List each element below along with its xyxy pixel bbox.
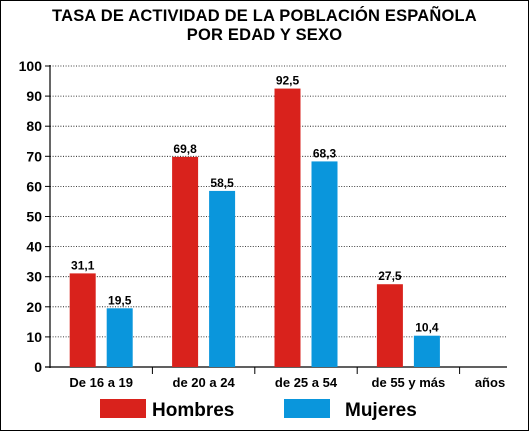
legend-label-hombres: Hombres — [152, 400, 234, 421]
data-label: 10,4 — [415, 321, 439, 335]
x-category-label: De 16 a 19 — [69, 375, 133, 390]
legend-swatch-hombres — [100, 399, 146, 418]
bar-mujeres — [106, 308, 133, 367]
x-category-label: de 25 a 54 — [275, 375, 338, 390]
data-label: 19,5 — [108, 293, 132, 307]
data-label: 92,5 — [276, 74, 300, 88]
y-tick-label: 40 — [26, 239, 42, 255]
legend-swatch-mujeres — [284, 399, 330, 418]
y-tick-label: 30 — [26, 269, 42, 285]
y-tick-label: 70 — [26, 148, 42, 164]
bar-mujeres — [209, 190, 236, 367]
y-tick-label: 100 — [19, 58, 43, 74]
x-unit-label: años — [475, 375, 505, 390]
x-category-label: de 55 y más — [372, 375, 446, 390]
bar-mujeres — [311, 161, 338, 367]
y-tick-label: 80 — [26, 118, 42, 134]
chart-title-line-1: TASA DE ACTIVIDAD DE LA POBLACIÓN ESPAÑO… — [52, 7, 477, 25]
bar-mujeres — [413, 335, 440, 367]
x-category-label: de 20 a 24 — [173, 375, 236, 390]
bar-hombres — [69, 273, 96, 367]
bar-hombres — [274, 88, 301, 367]
y-tick-label: 90 — [26, 88, 42, 104]
y-tick-label: 20 — [26, 299, 42, 315]
data-label: 58,5 — [210, 176, 234, 190]
legend-label-mujeres: Mujeres — [345, 400, 417, 421]
data-label: 27,5 — [378, 269, 402, 283]
y-tick-label: 0 — [34, 359, 42, 375]
chart-title-line-2: POR EDAD Y SEXO — [186, 26, 343, 44]
data-label: 31,1 — [71, 258, 95, 272]
bar-hombres — [172, 156, 199, 367]
y-tick-label: 60 — [26, 178, 42, 194]
data-label: 69,8 — [173, 142, 197, 156]
bar-hombres — [376, 284, 403, 367]
y-tick-label: 10 — [26, 329, 42, 345]
y-tick-label: 50 — [26, 209, 42, 225]
data-label: 68,3 — [313, 146, 337, 160]
